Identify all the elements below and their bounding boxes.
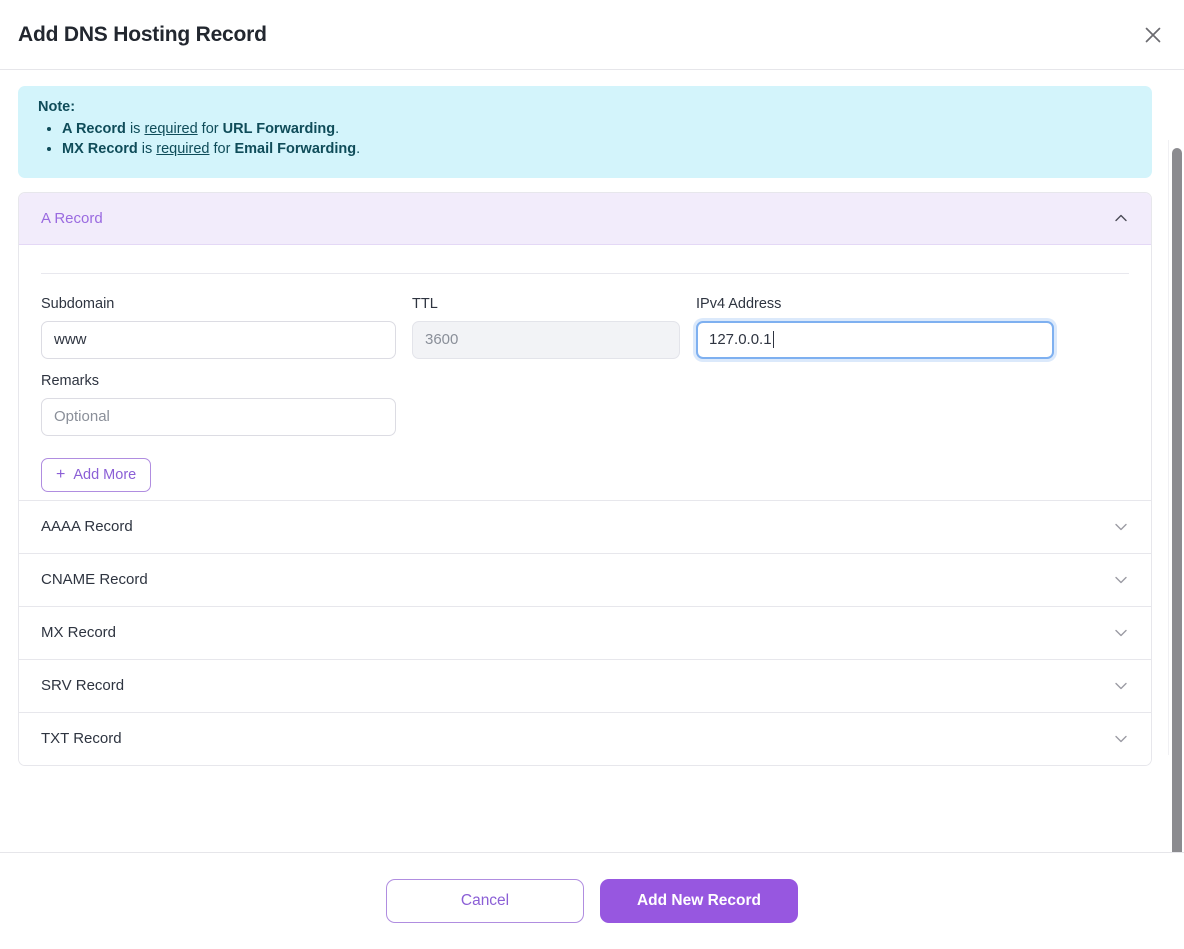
remarks-input[interactable]: Optional <box>41 397 396 436</box>
accordion-label: CNAME Record <box>41 571 148 589</box>
dialog-header: Add DNS Hosting Record <box>0 0 1184 70</box>
accordion-label: AAAA Record <box>41 518 133 536</box>
chevron-up-icon[interactable] <box>1111 208 1131 228</box>
accordion-item-aaaa-record: AAAA Record <box>19 499 1151 553</box>
chevron-down-icon[interactable] <box>1111 676 1131 696</box>
accordion-label: MX Record <box>41 624 117 642</box>
field-ttl: TTL 3600 <box>412 296 680 359</box>
accordion-label: TXT Record <box>41 730 122 748</box>
accordion-label: A Record <box>41 209 103 227</box>
note-record-name: MX Record <box>62 140 138 157</box>
note-title: Note: <box>38 99 76 115</box>
dialog-body: Note: A Record is required for URL Forwa… <box>0 70 1184 852</box>
accordion-header-aaaa-record[interactable]: AAAA Record <box>19 500 1151 553</box>
text-caret <box>772 331 774 349</box>
subdomain-input[interactable]: www <box>41 320 396 359</box>
note-connector-is: is <box>137 140 157 157</box>
chevron-down-icon[interactable] <box>1111 517 1131 537</box>
chevron-down-icon[interactable] <box>1111 623 1131 643</box>
vertical-scrollbar-thumb[interactable] <box>1172 148 1182 852</box>
note-target-name: Email Forwarding <box>234 140 357 157</box>
ipv4-value: 127.0.0.1 <box>709 331 772 349</box>
note-list-item: A Record is required for URL Forwarding. <box>62 120 1132 138</box>
accordion-header-cname-record[interactable]: CNAME Record <box>19 553 1151 606</box>
note-record-name: A Record <box>62 120 126 137</box>
ipv4-label: IPv4 Address <box>696 295 782 312</box>
accordion-item-mx-record: MX Record <box>19 605 1151 659</box>
accordion-header-mx-record[interactable]: MX Record <box>19 606 1151 659</box>
field-row-primary: Subdomain www TTL 3600 IPv4 Address 127.… <box>41 296 1129 359</box>
accordion-label: SRV Record <box>41 677 125 695</box>
accordion-header-srv-record[interactable]: SRV Record <box>19 659 1151 712</box>
add-new-record-button[interactable]: Add New Record <box>600 879 798 923</box>
note-period: . <box>356 140 361 157</box>
add-more-label: Add More <box>73 466 137 483</box>
accordion-header-txt-record[interactable]: TXT Record <box>19 712 1151 765</box>
accordion-panel-a-record: Subdomain www TTL 3600 IPv4 Address 127.… <box>19 244 1151 500</box>
plus-icon: + <box>56 465 66 483</box>
field-remarks: Remarks Optional <box>41 373 396 436</box>
note-target-name: URL Forwarding <box>222 120 336 137</box>
note-required-link[interactable]: required <box>144 120 198 137</box>
note-connector-for: for <box>197 120 223 137</box>
ttl-input[interactable]: 3600 <box>412 320 680 359</box>
accordion-item-srv-record: SRV Record <box>19 658 1151 712</box>
note-list-item: MX Record is required for Email Forwardi… <box>62 140 1132 158</box>
note-period: . <box>335 120 340 137</box>
close-icon <box>1142 24 1164 46</box>
note-list: A Record is required for URL Forwarding.… <box>38 120 1132 158</box>
note-box: Note: A Record is required for URL Forwa… <box>18 86 1152 178</box>
remarks-label: Remarks <box>41 372 100 389</box>
close-button[interactable] <box>1136 18 1170 52</box>
chevron-down-icon[interactable] <box>1111 570 1131 590</box>
note-required-link[interactable]: required <box>156 140 210 157</box>
ipv4-input[interactable]: 127.0.0.1 <box>696 320 1054 359</box>
accordion-item-txt-record: TXT Record <box>19 711 1151 765</box>
field-ipv4: IPv4 Address 127.0.0.1 <box>696 296 1054 359</box>
page-title: Add DNS Hosting Record <box>18 22 267 46</box>
note-connector-for: for <box>209 140 235 157</box>
subdomain-label: Subdomain <box>41 295 115 312</box>
dns-record-accordion: A Record Subdomain www <box>18 191 1152 766</box>
accordion-header-a-record[interactable]: A Record <box>19 192 1151 245</box>
chevron-down-icon[interactable] <box>1111 729 1131 749</box>
accordion-item-cname-record: CNAME Record <box>19 552 1151 606</box>
ttl-label: TTL <box>412 295 438 312</box>
field-subdomain: Subdomain www <box>41 296 396 359</box>
panel-separator <box>41 272 1129 274</box>
dialog-footer: Cancel Add New Record <box>0 852 1184 949</box>
note-connector-is: is <box>125 120 145 137</box>
field-row-remarks: Remarks Optional <box>41 373 1129 436</box>
cancel-button[interactable]: Cancel <box>386 879 584 923</box>
accordion-item-a-record: A Record Subdomain www <box>19 192 1151 500</box>
add-more-button[interactable]: + Add More <box>41 457 152 492</box>
vertical-scrollbar-track[interactable] <box>1168 140 1184 852</box>
